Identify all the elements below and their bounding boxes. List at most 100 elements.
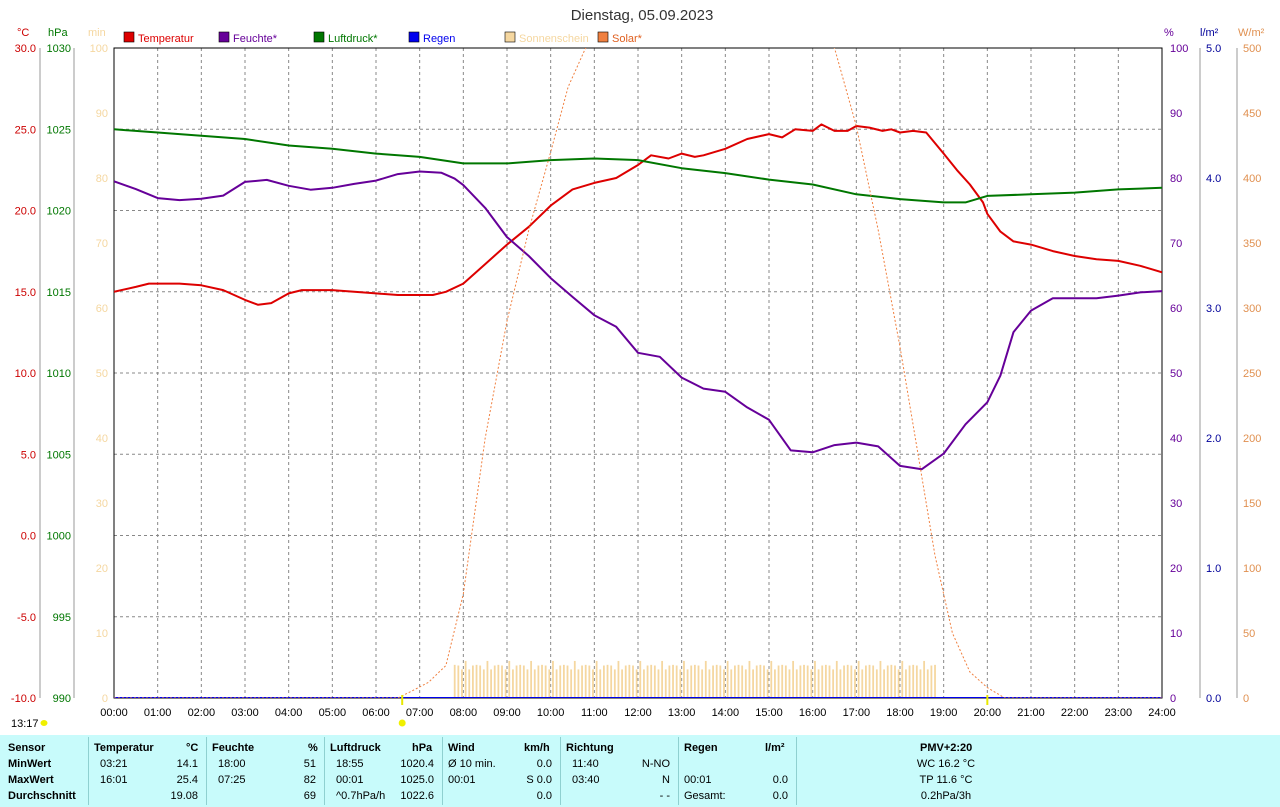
temp-tick-label: 10.0 [15, 368, 36, 380]
sunshine-tick-label: 50 [96, 368, 108, 380]
x-tick-label: 06:00 [362, 707, 390, 719]
sunshine-bar [835, 660, 838, 698]
sunshine-bar [766, 669, 769, 698]
sunshine-tick-label: 40 [96, 433, 108, 445]
sunshine-bar [482, 669, 485, 698]
humidity-tick-label: 70 [1170, 238, 1182, 250]
row-label: Durchschnitt [8, 790, 76, 802]
sunshine-bar [730, 669, 733, 698]
rain-tick-label: 2.0 [1206, 433, 1221, 445]
humidity-line [114, 170, 1162, 471]
x-tick-label: 05:00 [319, 707, 347, 719]
humidity-value: 82 [303, 774, 316, 786]
sunshine-tick-label: 60 [96, 303, 108, 315]
humidity-tick-label: 20 [1170, 563, 1182, 575]
sunshine-bar [741, 665, 744, 698]
legend-label: Temperatur [138, 33, 194, 45]
sunshine-bar [723, 669, 725, 698]
sunshine-bar [606, 664, 609, 698]
solar-tick-label: 450 [1243, 108, 1261, 120]
sunshine-tick-label: 20 [96, 563, 108, 575]
sunshine-bar [650, 664, 653, 698]
sunshine-bar [883, 669, 885, 698]
sunshine-bar [497, 664, 500, 698]
sunshine-bar [697, 665, 700, 698]
sunshine-bar [901, 660, 904, 698]
sunshine-bar [719, 665, 722, 698]
humidity-value: 51 [303, 758, 316, 770]
sunshine-bar [573, 660, 576, 698]
sunshine-bar [468, 669, 471, 698]
sunshine-bar [708, 669, 711, 698]
header-humidity-unit: % [308, 742, 318, 754]
pmv-value: WC 16.2 °C [916, 758, 976, 770]
sunshine-bar [759, 664, 762, 698]
solar-line [114, 48, 1162, 698]
sunshine-bar [530, 660, 533, 698]
sunshine-bar [803, 664, 805, 698]
sunshine-bar [795, 669, 798, 698]
x-tick-label: 19:00 [930, 707, 958, 719]
rain-tick-label: 1.0 [1206, 563, 1221, 575]
sunshine-bar [897, 669, 900, 698]
sunshine-bar [657, 669, 660, 698]
humidity-tick-label: 100 [1170, 43, 1188, 55]
temp-time: 03:21 [100, 758, 128, 770]
sunshine-bar [679, 669, 682, 698]
legend-swatch [408, 31, 420, 43]
pressure-tick-label: 1020 [47, 206, 71, 218]
weather-chart: 30.025.020.015.010.05.00.0-5.0-10.010301… [11, 7, 1265, 730]
sunshine-bar [541, 664, 543, 698]
sunshine-bar [548, 669, 551, 698]
header-wind: Wind [448, 742, 475, 754]
pressure-tick-label: 1015 [47, 287, 71, 299]
sunshine-tick-label: 0 [102, 693, 108, 705]
sunshine-bar [577, 669, 580, 698]
sunshine-bar [770, 660, 773, 698]
sunshine-bar [504, 669, 507, 698]
solar-unit-label: W/m² [1238, 27, 1265, 39]
pressure-tick-label: 1010 [47, 368, 71, 380]
rain-tick-label: 3.0 [1206, 303, 1221, 315]
legend-label: Sonnenschein [519, 33, 589, 45]
pressure-line [114, 128, 1162, 204]
humidity-time: 18:00 [218, 758, 246, 770]
x-tick-label: 16:00 [799, 707, 827, 719]
sunshine-tick-label: 10 [96, 628, 108, 640]
x-tick-label: 08:00 [450, 707, 478, 719]
sunshine-tick-label: 80 [96, 173, 108, 185]
sunshine-tick-label: 70 [96, 238, 108, 250]
temp-tick-label: 0.0 [21, 531, 36, 543]
temp-tick-label: -10.0 [11, 693, 36, 705]
header-pressure: Luftdruck [330, 742, 381, 754]
pressure-tick-label: 1000 [47, 531, 71, 543]
humidity-tick-label: 90 [1170, 108, 1182, 120]
sunshine-bar [602, 665, 605, 698]
humidity-tick-label: 40 [1170, 433, 1182, 445]
sunshine-bar [592, 669, 594, 698]
sunshine-bar [621, 669, 623, 698]
sunshine-bar [461, 669, 463, 698]
wind-value: S 0.0 [526, 774, 552, 786]
sunshine-bar [923, 660, 926, 698]
pressure-tick-label: 1005 [47, 449, 71, 461]
pressure-tick-label: 995 [53, 612, 71, 624]
rain-value: 0.0 [772, 790, 788, 802]
sunshine-bar [919, 669, 922, 698]
sunshine-bar [908, 665, 911, 698]
x-tick-label: 00:00 [100, 707, 128, 719]
sunshine-bar [774, 669, 776, 698]
x-tick-label: 07:00 [406, 707, 434, 719]
x-tick-label: 13:00 [668, 707, 696, 719]
header-direction: Richtung [566, 742, 614, 754]
sunshine-bar [810, 669, 813, 698]
temp-value: 14.1 [176, 758, 198, 770]
sunshine-bar [588, 665, 591, 698]
sunshine-bar [533, 669, 536, 698]
solar-tick-label: 150 [1243, 498, 1261, 510]
legend-swatch [123, 31, 135, 43]
rain-time: Gesamt: [684, 790, 726, 802]
legend-label: Solar* [612, 33, 643, 45]
sunshine-bar [643, 669, 645, 698]
pressure-time: ^0.7hPa/h [336, 790, 386, 802]
